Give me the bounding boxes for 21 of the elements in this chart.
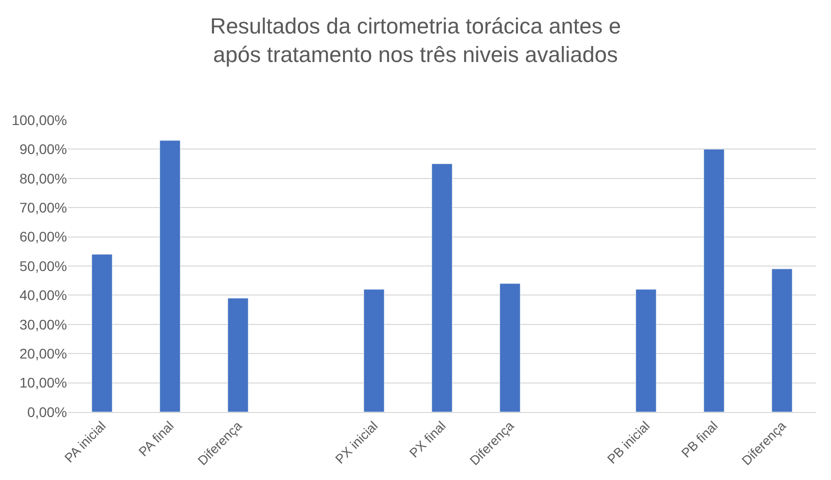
bar — [636, 289, 656, 412]
chart-title: Resultados da cirtometria torácica antes e após tratamento nos três niveis avaliados — [210, 14, 621, 68]
y-tick-label: 90,00% — [20, 141, 67, 158]
y-tick-label: 20,00% — [20, 346, 67, 362]
bar — [160, 140, 180, 412]
y-tick-label: 100,00% — [12, 112, 67, 128]
y-tick-label: 0,00% — [27, 404, 67, 420]
bar — [432, 164, 452, 412]
y-tick-label: 30,00% — [20, 316, 67, 332]
bar — [500, 283, 520, 412]
y-tick-label: 70,00% — [20, 200, 67, 216]
bar — [228, 298, 248, 412]
y-tick-label: 40,00% — [20, 287, 67, 304]
y-tick-label: 50,00% — [20, 258, 67, 274]
y-tick-label: 10,00% — [20, 374, 67, 391]
bar — [704, 148, 724, 412]
bar — [92, 254, 112, 412]
y-tick-label: 80,00% — [20, 170, 67, 186]
bar — [772, 268, 792, 412]
bar — [364, 289, 384, 412]
y-tick-label: 60,00% — [20, 228, 67, 245]
